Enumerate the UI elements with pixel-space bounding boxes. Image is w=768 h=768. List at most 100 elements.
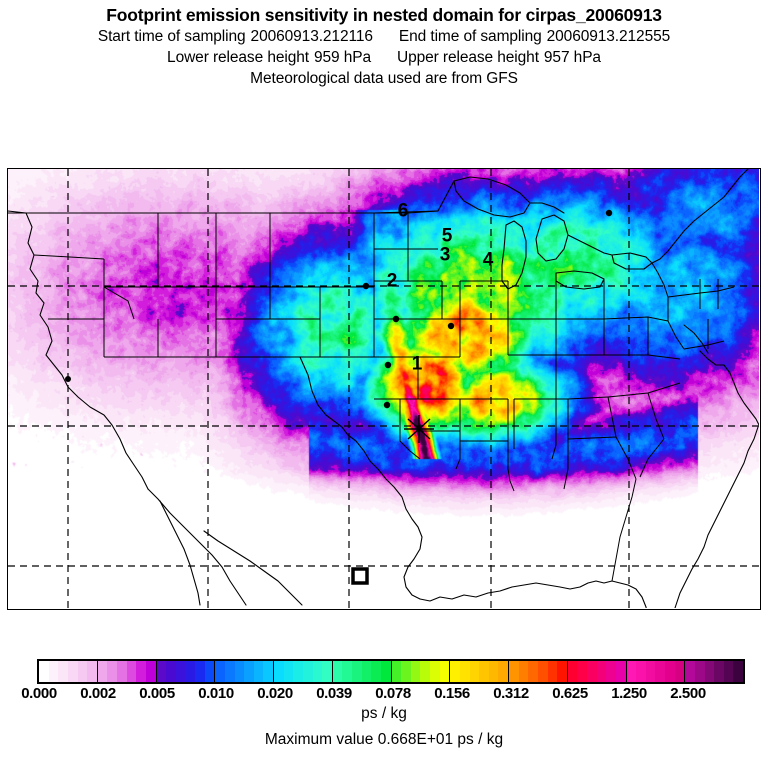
colorbar-tick-8: 0.312 xyxy=(493,685,529,702)
page-title: Footprint emission sensitivity in nested… xyxy=(106,5,662,25)
colorbar-step xyxy=(166,661,176,682)
lower-release-height-value: 959 hPa xyxy=(313,49,371,66)
colorbar-step xyxy=(596,661,607,682)
colorbar-segment-2 xyxy=(156,661,216,682)
colorbar-step xyxy=(185,661,195,682)
colorbar-segment-6 xyxy=(391,661,451,682)
colorbar-tick-2: 0.005 xyxy=(139,685,175,702)
colorbar-segment-8 xyxy=(509,661,568,682)
colorbar-step xyxy=(322,661,332,682)
colorbar-step xyxy=(244,661,254,682)
colorbar-tick-7: 0.156 xyxy=(434,685,470,702)
colorbar-step xyxy=(391,661,402,682)
colorbar-step xyxy=(479,661,489,682)
maximum-value-label: Maximum value 0.668E+01 ps / kg xyxy=(264,731,504,748)
colorbar-step xyxy=(302,661,313,682)
colorbar-segment-7 xyxy=(450,661,509,682)
colorbar-step xyxy=(97,661,108,682)
colorbar-step xyxy=(283,661,294,682)
trajectory-marker-2: 2 xyxy=(386,270,398,292)
colorbar-step xyxy=(459,661,470,682)
state-boundaries xyxy=(33,210,735,582)
colorbar-step xyxy=(528,661,538,682)
colorbar-step xyxy=(469,661,480,682)
colorbar-step xyxy=(655,661,665,682)
colorbar-step xyxy=(39,661,49,682)
colorbar-step xyxy=(636,661,646,682)
colorbar-step xyxy=(557,661,567,682)
colorbar-tick-11: 2.500 xyxy=(670,685,706,702)
colorbar-step xyxy=(577,661,587,682)
release-height-line: Lower release height 959 hPa Upper release… xyxy=(0,47,768,68)
lat-lon-gridlines xyxy=(8,169,759,608)
colorbar-segment-11 xyxy=(685,661,743,682)
colorbar-step xyxy=(606,661,616,682)
colorbar-step xyxy=(342,661,352,682)
colorbar-step xyxy=(145,661,156,682)
colorbar-step xyxy=(430,661,440,682)
trajectory-marker-5: 5 xyxy=(441,225,453,247)
upper-release-height-value: 957 hPa xyxy=(543,49,601,66)
sampling-time-line: Start time of sampling 20060913.212116 End… xyxy=(0,26,768,47)
colorbar-tick-9: 0.625 xyxy=(552,685,588,702)
colorbar-step xyxy=(293,661,303,682)
colorbar-step xyxy=(126,661,137,682)
colorbar-tick-10: 1.250 xyxy=(611,685,647,702)
colorbar-step xyxy=(67,661,78,682)
colorbar-step xyxy=(439,661,450,682)
colorbar-step xyxy=(195,661,205,682)
colorbar-step xyxy=(401,661,411,682)
colorbar-segment-3 xyxy=(215,661,274,682)
colorbar-segment-5 xyxy=(332,661,392,682)
trajectory-marker-1: 1 xyxy=(411,353,423,375)
colorbar-step xyxy=(488,661,499,682)
colorbar-tick-1: 0.002 xyxy=(80,685,116,702)
colorbar-step xyxy=(175,661,186,682)
colorbar-segment-9 xyxy=(567,661,627,682)
colorbar-step xyxy=(518,661,529,682)
colorbar-step xyxy=(371,661,381,682)
colorbar-tick-labels: 0.000 0.002 0.005 0.010 0.020 0.039 0.078 0.156… xyxy=(0,685,768,705)
colorbar-tick-4: 0.020 xyxy=(257,685,293,702)
colorbar-unit-label: ps / kg xyxy=(361,705,407,722)
release-point-star xyxy=(404,415,434,443)
colorbar-step xyxy=(410,661,421,682)
colorbar-step xyxy=(58,661,68,682)
colorbar-step xyxy=(665,661,675,682)
colorbar-tick-0: 0.000 xyxy=(21,685,57,702)
colorbar-tick-3: 0.010 xyxy=(198,685,234,702)
end-time-label: End time of sampling xyxy=(398,28,542,45)
colorbar-step xyxy=(361,661,372,682)
colorbar-step xyxy=(77,661,88,682)
colorbar-step xyxy=(87,661,97,682)
colorbar-step xyxy=(352,661,362,682)
colorbar-step xyxy=(332,661,343,682)
trajectory-marker-3: 3 xyxy=(439,244,451,266)
colorbar-step xyxy=(509,661,519,682)
met-data-line: Meteorological data used are from GFS xyxy=(250,70,518,87)
lower-release-height-label: Lower release height xyxy=(167,49,309,66)
start-time-value: 20060913.212116 xyxy=(250,28,373,45)
colorbar-segment-1 xyxy=(97,661,157,682)
colorbar-step xyxy=(685,661,695,682)
colorbar-step xyxy=(253,661,264,682)
colorbar-step xyxy=(626,661,637,682)
trajectory-marker-4: 4 xyxy=(482,249,494,271)
colorbar-step xyxy=(156,661,167,682)
colorbar-step xyxy=(498,661,508,682)
colorbar-step xyxy=(450,661,460,682)
colorbar-step xyxy=(215,661,225,682)
colorbar-segment-0 xyxy=(39,661,98,682)
end-time-value: 20060913.212555 xyxy=(546,28,671,45)
colorbar-step xyxy=(723,661,734,682)
colorbar-step xyxy=(537,661,548,682)
footprint-map: 1 2 3 4 5 6 xyxy=(7,168,761,610)
colorbar-step xyxy=(567,661,578,682)
colorbar-step xyxy=(714,661,724,682)
colorbar-step xyxy=(380,661,391,682)
colorbar-step xyxy=(733,661,743,682)
colorbar-step xyxy=(704,661,715,682)
colorbar-step xyxy=(263,661,273,682)
start-time-label: Start time of sampling xyxy=(97,28,246,45)
colorbar-step xyxy=(224,661,235,682)
